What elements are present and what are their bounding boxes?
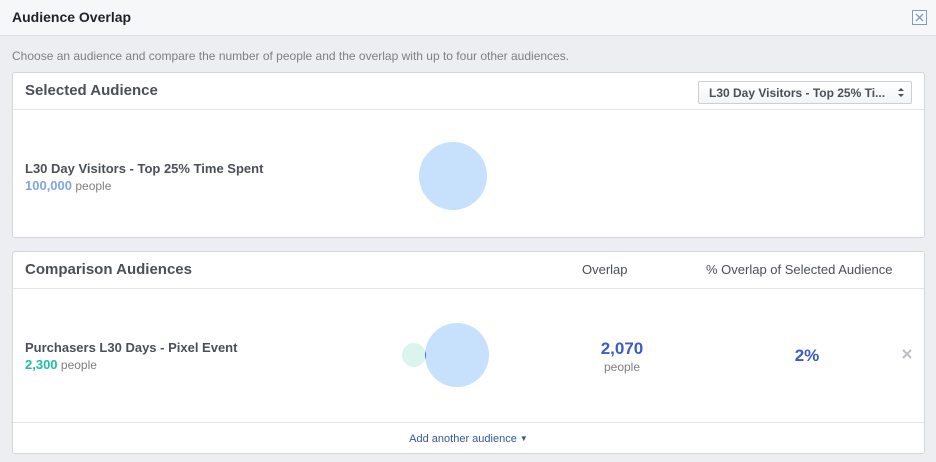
chevron-updown-icon [897,86,905,99]
remove-x-icon[interactable] [901,347,913,359]
selected-audience-name: L30 Day Visitors - Top 25% Time Spent [25,161,264,176]
comparison-audiences-card: Comparison Audiences Overlap % Overlap o… [12,251,925,454]
add-another-audience-label: Add another audience [409,433,517,445]
selected-audience-card: Selected Audience L30 Day Visitors - Top… [12,72,925,238]
dialog-header: Audience Overlap [0,0,936,36]
comparison-audience-name: Purchasers L30 Days - Pixel Event [25,340,238,355]
audience-select[interactable]: L30 Day Visitors - Top 25% Ti... [698,81,912,104]
overlap-column-header: Overlap [582,262,628,277]
comparison-audiences-title: Comparison Audiences [25,261,192,278]
dialog-title: Audience Overlap [12,9,132,25]
selected-audience-count-unit: people [75,179,112,193]
overlap-venn-diagram [402,323,489,387]
selected-audience-circle [419,142,487,210]
overlap-percentage: 2% [794,346,820,365]
add-audience-row: Add another audience ▼ [13,422,924,454]
add-another-audience-link[interactable]: Add another audience ▼ [13,433,924,445]
comparison-audience-circle [402,343,426,367]
selected-audience-header: Selected Audience L30 Day Visitors - Top… [13,73,924,110]
selected-audience-title: Selected Audience [25,82,158,99]
overlap-count-unit: people [603,360,641,374]
audience-select-value: L30 Day Visitors - Top 25% Ti... [709,86,886,100]
dialog-description: Choose an audience and compare the numbe… [12,49,570,63]
overlap-count: 2,070 [600,339,644,358]
caret-down-icon: ▼ [519,434,528,443]
comparison-audience-count: 2,300 people [25,357,97,372]
selected-audience-count: 100,000 people [25,178,111,193]
comparison-audiences-header: Comparison Audiences Overlap % Overlap o… [13,252,924,289]
close-icon[interactable] [912,10,927,25]
selected-audience-circle [425,323,489,387]
pct-overlap-column-header: % Overlap of Selected Audience [706,262,893,277]
comparison-audience-count-value: 2,300 [25,357,58,372]
selected-audience-count-value: 100,000 [25,178,72,193]
comparison-audience-count-unit: people [60,358,97,372]
